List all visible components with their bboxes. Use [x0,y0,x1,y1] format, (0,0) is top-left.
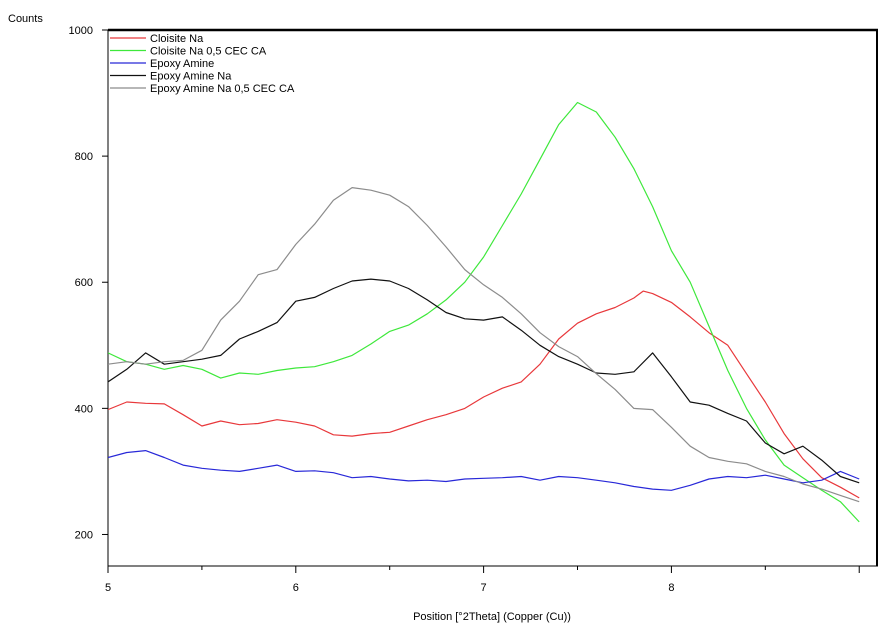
y-axis-ticks: 200 400 600 800 1000 [69,25,108,541]
x-tick-label: 6 [293,582,299,594]
x-axis-ticks: 5 6 7 8 [105,566,860,594]
y-tick-label: 800 [75,151,93,163]
legend-label: Cloisite Na [150,33,204,45]
legend-label: Epoxy Amine Na [150,71,232,83]
y-tick-label: 600 [75,277,93,289]
series-line-3 [108,450,860,491]
series-line-5 [108,187,860,503]
y-axis-title: Counts [8,13,43,25]
y-tick-label: 200 [75,529,93,541]
series-layer [108,101,860,523]
x-tick-label: 7 [481,582,487,594]
x-tick-label: 8 [668,582,674,594]
series-line-1 [108,290,860,499]
x-axis-title: Position [°2Theta] (Copper (Cu)) [413,611,571,623]
series-line-2 [108,101,860,523]
x-tick-label: 5 [105,582,111,594]
series-line-4 [108,278,860,484]
legend-label: Cloisite Na 0,5 CEC CA [150,46,267,58]
legend-label: Epoxy Amine Na 0,5 CEC CA [150,83,295,95]
y-tick-label: 1000 [69,25,93,37]
legend-label: Epoxy Amine [150,58,214,70]
y-tick-label: 400 [75,403,93,415]
